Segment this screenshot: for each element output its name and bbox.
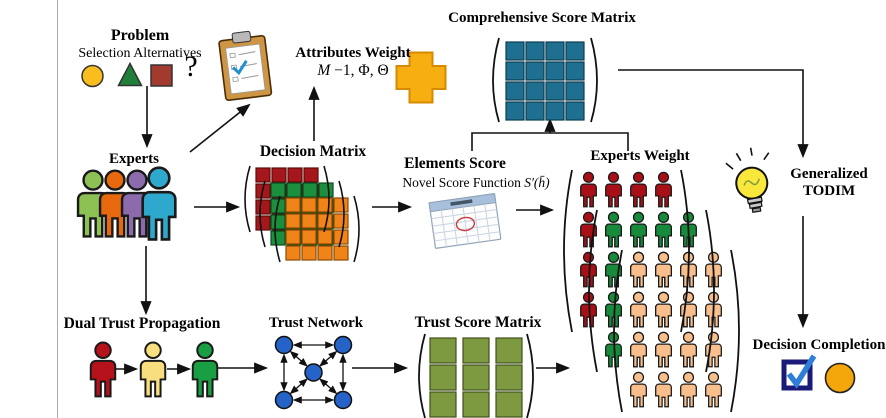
plus-icon: [395, 51, 447, 104]
attributes-weight-title: Attributes Weight: [295, 45, 411, 61]
trust-score-matrix-parens: [418, 333, 534, 418]
arrow-comprehensive-to-todim: [618, 69, 809, 159]
trust-person-red-icon: [89, 341, 117, 398]
selected-alternative-circle-icon: [824, 362, 856, 394]
comprehensive-matrix-parens: [492, 37, 598, 123]
decision-completion-title: Decision Completion: [752, 337, 886, 353]
dual-trust-title: Dual Trust Propagation: [63, 315, 221, 332]
weight-group-orange: [630, 251, 722, 408]
spreadsheet-icon: [428, 193, 502, 249]
trust-score-matrix-grid: [429, 337, 523, 418]
decision-completion-icons: [781, 354, 856, 394]
trust-person-green-icon: [191, 341, 219, 398]
decision-matrix-title: Decision Matrix: [259, 143, 367, 160]
checkmark-icon: [786, 354, 817, 389]
elements-score-title: Elements Score: [404, 155, 506, 172]
alternative-circle-icon: [81, 64, 104, 88]
todim-line1: Generalized: [790, 166, 868, 182]
experts-people-icons: [76, 166, 177, 241]
attributes-weight-formula: M −1, Φ, Θ: [287, 62, 419, 79]
dual-trust-people-icons: [89, 341, 219, 398]
formula-variable: M: [317, 62, 331, 79]
weight-group-red: [580, 171, 672, 328]
comprehensive-matrix-grid: [505, 41, 585, 121]
score-function-text: Novel Score Function: [402, 175, 521, 190]
decision-matrix-parens: [244, 165, 360, 263]
trust-score-matrix-title: Trust Score Matrix: [414, 314, 542, 331]
experts-weight-parens: [563, 169, 740, 413]
experts-weight-title: Experts Weight: [590, 148, 690, 164]
trust-network-title: Trust Network: [268, 315, 364, 331]
clipboard-icon: [218, 30, 273, 102]
experts-title: Experts: [109, 151, 159, 167]
problem-title: Problem: [110, 27, 170, 44]
trust-person-yellow-icon: [139, 341, 167, 398]
unknown-alternative-mark: ?: [184, 50, 198, 83]
elements-score-subtitle: Novel Score Function S′(h̄): [381, 175, 571, 190]
formula-rest: −1, Φ, Θ: [330, 62, 389, 79]
arrow-experts-to-clipboard: [189, 103, 251, 153]
clipboard-check-icon: [232, 59, 248, 76]
trust-network-graph: [274, 335, 353, 410]
highlight-circle-icon: [455, 216, 476, 232]
comprehensive-matrix-title: Comprehensive Score Matrix: [448, 10, 636, 26]
weight-group-green: [605, 211, 697, 368]
alternative-square-icon: [150, 64, 173, 87]
alternative-shapes: [81, 61, 173, 88]
trust-network-edges: [280, 341, 347, 404]
todim-title: Generalized TODIM: [776, 166, 882, 200]
lightbulb-icon: [725, 147, 770, 214]
alternative-triangle-icon: [117, 61, 143, 87]
expert-person-blue-icon: [141, 166, 177, 241]
trust-network-nodes: [274, 335, 353, 410]
todim-line2: TODIM: [802, 182, 856, 199]
score-function-formula: S′(h̄): [524, 175, 550, 190]
connector-arrows: [116, 69, 809, 375]
problem-subtitle: Selection Alternatives: [78, 46, 202, 61]
